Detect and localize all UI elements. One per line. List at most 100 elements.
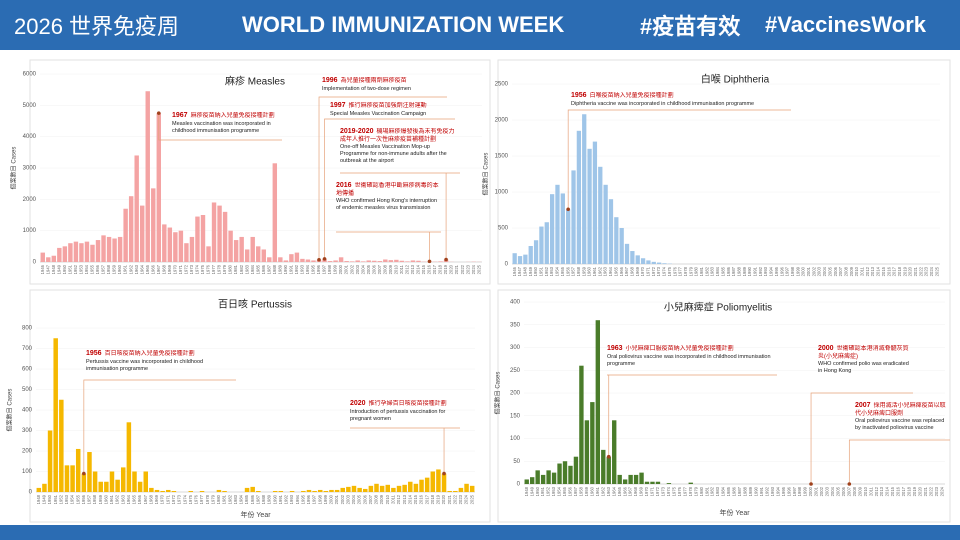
- x-tick-label: 1978: [205, 494, 210, 504]
- x-tick-label: 2005: [827, 266, 832, 276]
- x-tick-label: 1954: [555, 266, 560, 276]
- x-tick-label: 1973: [189, 264, 194, 274]
- bar: [388, 260, 394, 262]
- x-tick-label: 1990: [283, 264, 288, 274]
- x-tick-label: 1966: [622, 486, 627, 496]
- y-tick-label: 100: [22, 469, 33, 475]
- title-en: WORLD IMMUNIZATION WEEK: [242, 12, 565, 37]
- x-tick-label: 1984: [715, 266, 720, 276]
- annotation-zh: 百日咳疫苗納入兒童免疫接種計劃: [104, 351, 195, 357]
- bar: [469, 485, 475, 492]
- bar: [90, 244, 95, 262]
- x-tick-label: 2025: [476, 264, 481, 274]
- bar: [608, 199, 614, 264]
- y-tick-label: 50: [513, 459, 520, 465]
- bar: [530, 477, 535, 484]
- bar: [655, 481, 661, 484]
- x-axis-label: 年份 Year: [240, 510, 271, 519]
- x-tick-label: 1948: [36, 494, 41, 504]
- x-tick-label: 2012: [396, 494, 401, 504]
- x-tick-label: 1959: [98, 494, 103, 504]
- bar: [517, 256, 523, 264]
- bar: [188, 490, 194, 492]
- x-tick-label: 1979: [688, 266, 693, 276]
- bar: [166, 489, 171, 492]
- x-tick-label: 1950: [533, 266, 538, 276]
- annotation-year: 2007: [855, 402, 871, 409]
- x-tick-label: 2011: [391, 494, 396, 504]
- x-tick-label: 1947: [517, 266, 522, 276]
- bar: [300, 258, 305, 262]
- bar: [582, 114, 587, 265]
- x-tick-label: 1998: [797, 486, 802, 496]
- x-tick-label: 1997: [312, 494, 317, 504]
- x-tick-label: 1995: [781, 486, 786, 496]
- x-tick-label: 1983: [715, 486, 720, 496]
- x-tick-label: 2008: [374, 494, 379, 504]
- bar: [306, 489, 312, 492]
- x-tick-label: 1967: [156, 264, 161, 274]
- x-tick-label: 1992: [284, 494, 289, 504]
- annotation-text: 1996 為兒童接種兩劑麻疹疫苗 Implementation of two-dos…: [322, 77, 447, 93]
- bar: [173, 232, 178, 262]
- bar: [573, 456, 579, 484]
- bar: [267, 257, 272, 262]
- bar: [217, 205, 222, 262]
- x-tick-label: 1951: [67, 264, 72, 274]
- x-tick-label: 1952: [73, 264, 78, 274]
- x-tick-label: 1957: [573, 486, 578, 496]
- x-tick-label: 2015: [881, 266, 886, 276]
- bar: [413, 483, 419, 492]
- annotation-en: One-off Measles Vaccination Mop-up Progr…: [340, 144, 447, 164]
- x-tick-label: 1991: [753, 266, 758, 276]
- bar: [355, 260, 360, 262]
- x-tick-label: 2007: [368, 494, 373, 504]
- x-tick-label: 1987: [737, 486, 742, 496]
- tag-en: #VaccinesWork: [765, 12, 927, 37]
- annotation-zh: 推行孕婦百日咳疫苗接種計劃: [368, 401, 447, 407]
- bar: [628, 474, 633, 484]
- x-tick-label: 1972: [184, 264, 189, 274]
- x-tick-label: 1977: [199, 494, 204, 504]
- x-tick-label: 1964: [139, 264, 144, 274]
- annotation-leader: [607, 374, 777, 457]
- bar: [59, 399, 64, 492]
- annotation-leader: [567, 109, 791, 210]
- x-tick-label: 1985: [244, 494, 249, 504]
- bar: [447, 490, 452, 492]
- bar: [419, 479, 424, 492]
- bar: [408, 481, 413, 492]
- x-tick-label: 1946: [40, 264, 45, 274]
- bar: [377, 261, 382, 262]
- bar: [79, 243, 84, 262]
- x-tick-label: 1983: [233, 494, 238, 504]
- bar: [233, 240, 239, 262]
- x-tick-label: 1999: [803, 486, 808, 496]
- x-tick-label: 2012: [874, 486, 879, 496]
- bar: [140, 205, 145, 262]
- bar: [46, 257, 51, 262]
- x-tick-label: 1955: [560, 266, 565, 276]
- bar: [453, 490, 458, 492]
- x-tick-label: 1961: [592, 266, 597, 276]
- x-tick-label: 1952: [546, 486, 551, 496]
- x-tick-label: 1998: [317, 494, 322, 504]
- bar: [441, 473, 447, 492]
- x-tick-label: 1979: [210, 494, 215, 504]
- chart-title: 小兒麻痺症 Poliomyelitis: [664, 301, 772, 314]
- x-tick-label: 2001: [806, 266, 811, 276]
- x-tick-label: 1989: [277, 264, 282, 274]
- bar: [301, 490, 306, 492]
- x-tick-label: 1966: [619, 266, 624, 276]
- bar: [349, 261, 355, 262]
- bar: [394, 259, 399, 262]
- x-tick-label: 2022: [928, 486, 933, 496]
- bar: [134, 155, 139, 262]
- bar: [646, 260, 651, 264]
- y-tick-label: 800: [22, 326, 33, 332]
- x-tick-label: 1986: [732, 486, 737, 496]
- bar: [571, 170, 576, 264]
- x-tick-label: 1995: [311, 264, 316, 274]
- bar: [112, 238, 117, 262]
